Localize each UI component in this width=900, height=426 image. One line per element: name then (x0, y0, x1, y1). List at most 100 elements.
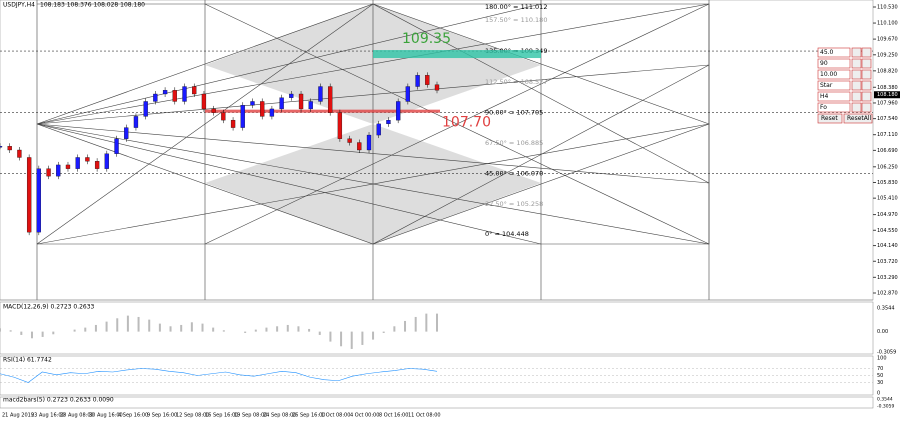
macd-bar (297, 326, 300, 332)
symbol: USDJPY,H4 (3, 2, 35, 9)
gann-label: 90.00° = 107.705 (485, 108, 543, 116)
candle (192, 86, 197, 95)
macd-bar (350, 331, 353, 349)
macd-bar (276, 326, 279, 332)
date-label: 11 Oct 08:00 (408, 413, 441, 419)
candle (172, 90, 177, 102)
candle (182, 86, 187, 102)
gann-label: 67.50° = 106.885 (485, 139, 543, 147)
candle (337, 112, 343, 139)
gann-label: 0° = 104.448 (485, 230, 529, 238)
spin[interactable] (851, 80, 862, 91)
input[interactable] (817, 58, 851, 69)
macd-bar (137, 316, 140, 332)
macd-bar (212, 327, 215, 332)
macd-bar (105, 321, 108, 332)
input[interactable] (817, 80, 851, 91)
price-label: 108.820 (877, 68, 898, 74)
macd-bar (30, 331, 33, 339)
spin[interactable] (851, 69, 862, 80)
candle (347, 138, 352, 143)
candle (133, 116, 139, 128)
candle (328, 86, 333, 113)
candle (318, 86, 323, 102)
candle (0, 146, 3, 148)
spin[interactable] (851, 58, 862, 69)
gann-label: 45.00° = 106.070 (485, 170, 543, 178)
candle (104, 153, 109, 169)
candle (434, 84, 440, 91)
candle (366, 134, 372, 151)
candle (279, 97, 284, 110)
candle (308, 101, 313, 110)
spin[interactable] (851, 47, 862, 58)
macd-bar (244, 331, 247, 333)
macd-bar (414, 316, 417, 332)
input-value: Fo (820, 104, 827, 111)
gann-diagram (36, 0, 710, 300)
gann-label: 22.50° = 105.258 (485, 200, 543, 208)
input[interactable] (817, 47, 851, 58)
price-label: 107.110 (877, 132, 898, 138)
macd-bar (254, 329, 257, 332)
button[interactable] (843, 113, 873, 124)
button-label: ResetAll (847, 115, 872, 122)
date-label: 1 Oct 08:00 (321, 413, 350, 419)
input-value: Star (820, 82, 833, 89)
input[interactable] (817, 91, 851, 102)
candle (75, 157, 80, 169)
input[interactable] (817, 69, 851, 80)
macd-bar (436, 313, 438, 332)
date-label: 9 Sep 16:00 (147, 413, 177, 419)
price-label: 107.960 (877, 100, 898, 106)
macd-bar (180, 324, 183, 332)
macd-bar (0, 328, 1, 332)
spin[interactable] (861, 69, 872, 80)
candle (94, 161, 100, 169)
quote: 108.183 108.376 108.028 108.180 (40, 2, 145, 9)
macd-bar (94, 324, 97, 332)
candle (230, 119, 236, 128)
spin[interactable] (861, 80, 872, 91)
candle (124, 127, 129, 139)
macd-bar (148, 319, 151, 332)
date-label: 23 Aug 16:00 (31, 413, 65, 419)
spin[interactable] (861, 91, 872, 102)
date-label: 4 Sep 16:00 (118, 413, 148, 419)
candle (386, 119, 391, 125)
candle (162, 90, 168, 95)
candle (26, 157, 32, 233)
rsi-tick: 100 (877, 356, 887, 362)
spin[interactable] (861, 47, 872, 58)
macd-bar (222, 330, 225, 332)
macd-bar (169, 326, 172, 332)
candle (376, 123, 381, 136)
rsi-tick: 30 (877, 380, 883, 386)
spin[interactable] (851, 91, 862, 102)
candle (114, 138, 119, 154)
button[interactable] (817, 113, 843, 124)
rsi-tick: 70 (877, 366, 883, 372)
macd-bar (9, 330, 12, 332)
candle (7, 146, 12, 151)
spin[interactable] (861, 58, 872, 69)
macd2-tick: -0.3059 (877, 404, 895, 410)
price-label: 109.670 (877, 37, 898, 43)
price-label: 106.250 (877, 164, 898, 170)
date-label: 21 Aug 2019 (2, 413, 34, 419)
spin[interactable] (861, 102, 872, 113)
price-label: 103.720 (877, 259, 898, 265)
price-label: 105.830 (877, 180, 898, 186)
rsi-tick: 0 (877, 391, 880, 397)
price-label: 104.970 (877, 212, 898, 218)
input[interactable] (817, 102, 851, 113)
big-label: 107.70 (442, 115, 491, 131)
macd-bar (201, 323, 204, 332)
big-label: 109.35 (402, 31, 451, 47)
candle (250, 101, 255, 106)
spin[interactable] (851, 102, 862, 113)
price-label: 102.870 (877, 291, 898, 297)
macd-bar (158, 323, 161, 332)
current-price-label: 108.180 (877, 92, 898, 98)
input-value: H4 (820, 93, 829, 100)
